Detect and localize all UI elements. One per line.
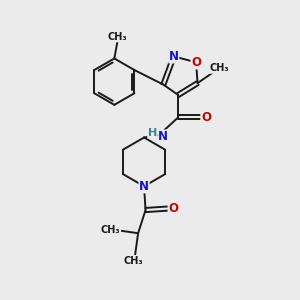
Text: O: O — [191, 56, 201, 69]
Text: CH₃: CH₃ — [209, 63, 229, 73]
Text: H: H — [148, 128, 157, 138]
Text: CH₃: CH₃ — [101, 225, 121, 235]
Text: N: N — [158, 130, 168, 143]
Text: CH₃: CH₃ — [124, 256, 143, 266]
Text: N: N — [169, 50, 179, 63]
Text: O: O — [201, 111, 211, 124]
Text: O: O — [168, 202, 178, 215]
Text: N: N — [139, 180, 149, 193]
Text: CH₃: CH₃ — [107, 32, 127, 42]
